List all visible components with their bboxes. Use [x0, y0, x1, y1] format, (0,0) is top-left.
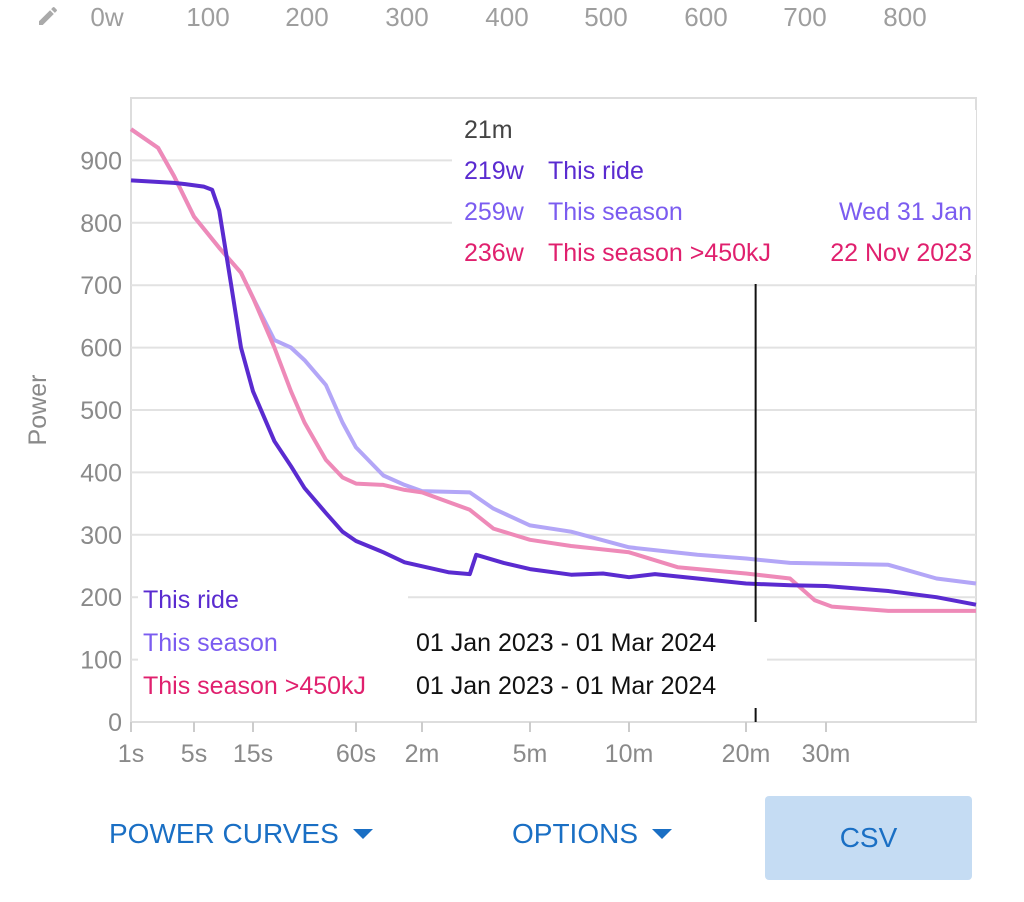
- x-tick-label: 1s: [118, 740, 144, 768]
- x-tick-label: 5m: [513, 740, 548, 768]
- top-power-scale: 0w 100 200 300 400 500 600 700 800: [0, 2, 1024, 36]
- legend-item[interactable]: This season >450kJ: [143, 672, 367, 700]
- scale-label: 200: [285, 2, 329, 32]
- x-tick-label: 20m: [722, 740, 771, 768]
- x-tick-label: 5s: [181, 740, 207, 768]
- y-tick-label: 0: [108, 709, 122, 737]
- y-tick-label: 400: [80, 459, 122, 487]
- y-tick-label: 700: [80, 272, 122, 300]
- csv-button[interactable]: CSV: [765, 796, 972, 880]
- y-tick-label: 200: [80, 584, 122, 612]
- tooltip: 21m 219w This ride 259w This season Wed …: [452, 110, 976, 275]
- csv-label: CSV: [839, 822, 898, 853]
- y-tick-label: 900: [80, 147, 122, 175]
- x-tick-label: 15s: [233, 740, 273, 768]
- legend-range-box: [405, 622, 767, 708]
- x-tick-label: 10m: [605, 740, 654, 768]
- series-line-this-season-450kj: [129, 127, 976, 613]
- tooltip-value: 236w: [464, 239, 524, 267]
- scale-label: 100: [186, 2, 230, 32]
- scale-label: 700: [783, 2, 827, 32]
- caret-down-icon: [652, 829, 673, 839]
- legend-range: 01 Jan 2023 - 01 Mar 2024: [416, 672, 717, 700]
- legend-item[interactable]: This season: [143, 629, 278, 657]
- y-tick-label: 800: [80, 210, 122, 238]
- legend-range: 01 Jan 2023 - 01 Mar 2024: [416, 629, 717, 657]
- y-tick-label: 100: [80, 647, 122, 675]
- y-tick-label: 600: [80, 335, 122, 363]
- legend: [138, 590, 408, 708]
- legend-item[interactable]: This ride: [143, 586, 239, 614]
- scale-label: 600: [684, 2, 728, 32]
- tooltip-label: This season >450kJ: [548, 239, 772, 267]
- tooltip-time: 21m: [464, 116, 513, 144]
- caret-down-icon: [352, 829, 373, 839]
- series-line-this-ride: [130, 178, 977, 607]
- tooltip-value: 219w: [464, 157, 524, 185]
- power-curve-chart[interactable]: 0 100 200 300 400 500 600 700 800 900 1s 5s 15s 60s 2m…: [0, 0, 1024, 790]
- tooltip-label: This ride: [548, 157, 644, 185]
- x-tick-label: 2m: [405, 740, 440, 768]
- x-tick-label: 30m: [802, 740, 851, 768]
- power-curves-button[interactable]: POWER CURVES: [109, 818, 373, 850]
- pencil-icon[interactable]: [36, 4, 60, 28]
- scale-label: 500: [584, 2, 628, 32]
- y-tick-label: 500: [80, 397, 122, 425]
- scale-label: 0w: [90, 2, 124, 32]
- scale-label: 800: [883, 2, 927, 32]
- power-curves-label: POWER CURVES: [109, 818, 339, 849]
- scale-label: 400: [485, 2, 529, 32]
- y-axis-label: Power: [24, 375, 52, 446]
- tooltip-label: This season: [548, 198, 683, 226]
- scale-label: 300: [385, 2, 429, 32]
- x-tick-label: 60s: [336, 740, 376, 768]
- options-label: OPTIONS: [512, 818, 639, 849]
- tooltip-date: Wed 31 Jan: [839, 198, 972, 226]
- options-button[interactable]: OPTIONS: [512, 818, 673, 850]
- tooltip-value: 259w: [464, 198, 524, 226]
- y-tick-label: 300: [80, 522, 122, 550]
- tooltip-date: 22 Nov 2023: [830, 239, 972, 267]
